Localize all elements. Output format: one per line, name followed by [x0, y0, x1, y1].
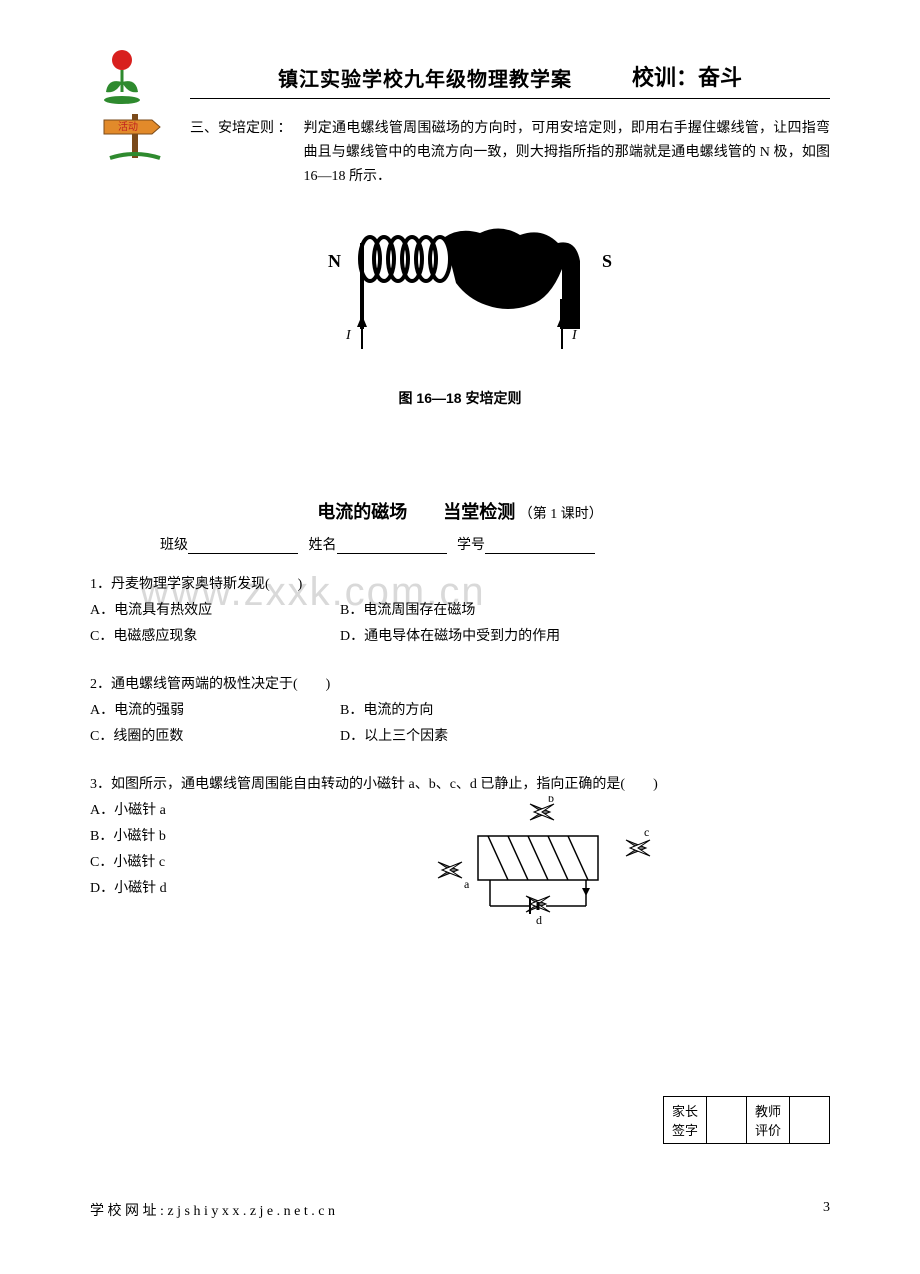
section-ampere-rule: 三、安培定则 ： 判定通电螺线管周围磁场的方向时，可用安培定则，即用右手握住螺线… — [190, 117, 830, 189]
teacher-eval-label: 教师评价 — [746, 1097, 789, 1144]
quiz-title: 电流的磁场 当堂检测 （第 1 课时） — [90, 498, 830, 524]
svg-text:d: d — [536, 913, 542, 927]
signature-table: 家长签字 教师评价 — [663, 1096, 830, 1144]
student-info-row: 班级 姓名 学号 — [90, 534, 830, 554]
parent-sign-cell[interactable] — [706, 1097, 746, 1144]
class-blank[interactable] — [188, 538, 298, 554]
signpost-icon: 活动 — [100, 110, 170, 164]
footer-url: 学 校 网 址 : z j s h i y x x . z j e . n e … — [90, 1200, 335, 1220]
figure-ampere: N S I I 图 16—18 安培定则 — [90, 209, 830, 408]
svg-text:活动: 活动 — [118, 121, 138, 133]
svg-text:c: c — [644, 825, 649, 839]
flower-logo-icon — [100, 48, 144, 104]
page-header: 镇江实验学校九年级物理教学案 校训：奋斗 — [190, 60, 830, 99]
parent-sign-label: 家长签字 — [663, 1097, 706, 1144]
pole-s-label: S — [602, 251, 612, 271]
teacher-eval-cell[interactable] — [790, 1097, 830, 1144]
section-body: 判定通电螺线管周围磁场的方向时，可用安培定则，即用右手握住螺线管，让四指弯曲且与… — [304, 117, 831, 189]
svg-text:I: I — [571, 328, 578, 343]
hand-icon — [445, 228, 580, 329]
figure-caption: 图 16—18 安培定则 — [90, 388, 830, 408]
header-motto: 校训：奋斗 — [632, 60, 742, 92]
q3-circuit-icon: b a c — [430, 796, 660, 936]
page-number: 3 — [823, 1200, 830, 1220]
name-blank[interactable] — [337, 538, 447, 554]
svg-text:b: b — [548, 796, 554, 805]
id-blank[interactable] — [485, 538, 595, 554]
svg-text:I: I — [345, 328, 352, 343]
question-2: 2．通电螺线管两端的极性决定于( ) A．电流的强弱B．电流的方向 C．线圈的匝… — [90, 672, 830, 750]
question-3: 3．如图所示，通电螺线管周围能自由转动的小磁针 a、b、c、d 已静止，指向正确… — [90, 772, 830, 902]
svg-text:a: a — [464, 877, 470, 891]
section-label: 三、安培定则 ： — [190, 117, 292, 189]
pole-n-label: N — [328, 251, 341, 271]
question-1: 1．丹麦物理学家奥特斯发现( ) A．电流具有热效应B．电流周围存在磁场 C．电… — [90, 572, 830, 650]
header-title: 镇江实验学校九年级物理教学案 — [278, 63, 572, 92]
page-footer: 学 校 网 址 : z j s h i y x x . z j e . n e … — [90, 1200, 830, 1220]
